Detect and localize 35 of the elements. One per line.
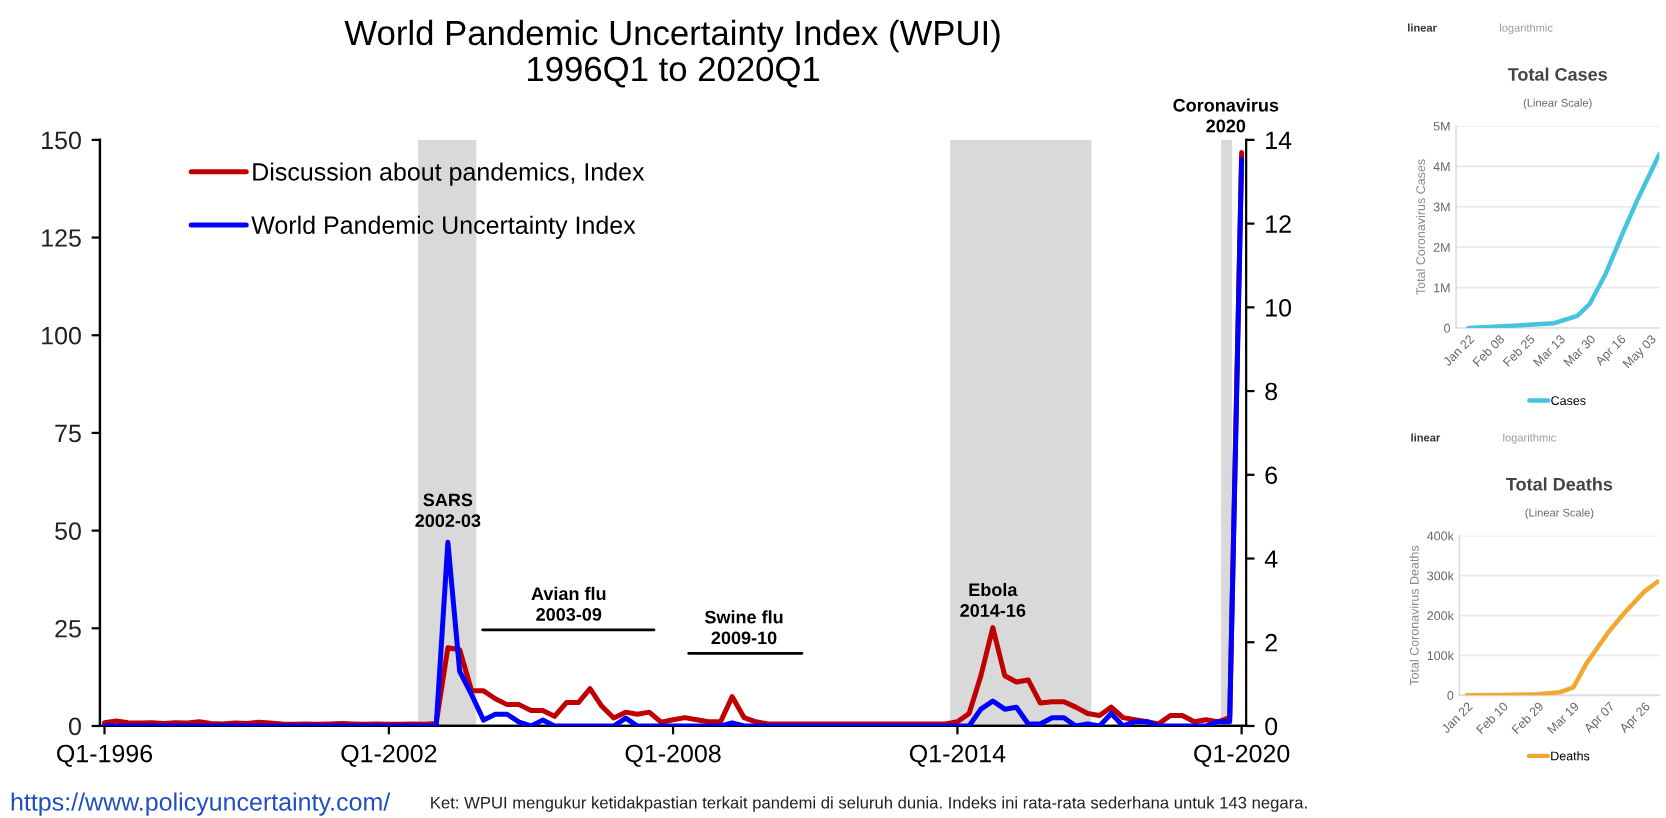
y-tick-label: 25 bbox=[55, 619, 81, 638]
legend-label: World Pandemic Uncertainty Index bbox=[251, 215, 636, 239]
annotation: SARS 2002-03 bbox=[415, 493, 481, 528]
y2-tick-label: 10 bbox=[1266, 298, 1292, 317]
y2-tick-label: 2 bbox=[1265, 633, 1277, 652]
legend-label: Discussion about pandemics, Index bbox=[253, 162, 645, 186]
chart-title: World Pandemic Uncertainty Index (WPUI) bbox=[344, 19, 1000, 53]
x-tick-label: Q1-2014 bbox=[909, 744, 1006, 767]
chart-subtitle: 1996Q1 to 2020Q1 bbox=[528, 56, 820, 88]
line-series bbox=[1464, 579, 1660, 696]
y2-tick-label: 8 bbox=[1265, 382, 1278, 401]
y-tick-label: 0 bbox=[68, 717, 81, 736]
y2-tick-label: 12 bbox=[1266, 215, 1291, 233]
text: https://www.policyuncertainty.com/ bbox=[11, 792, 391, 816]
text: Ket: WPUI mengukur ketidakpastian terkait pandemi di seluruh dunia. Indeks ini rata-rata sederhana untuk 143 negara. bbox=[431, 796, 1307, 812]
y2-tick-label: 4 bbox=[1264, 550, 1278, 568]
line-series bbox=[1466, 152, 1660, 329]
annotation: Coronavirus 2020 bbox=[1173, 98, 1279, 133]
annotation: Avian flu 2003-09 bbox=[531, 586, 606, 621]
annotation: Swine flu 2009-10 bbox=[704, 610, 783, 645]
y2-tick-label: 6 bbox=[1265, 466, 1278, 485]
y-tick-label: 50 bbox=[55, 522, 81, 540]
annotation: Ebola 2014-16 bbox=[960, 582, 1026, 617]
y-tick-label: 125 bbox=[42, 229, 81, 247]
y2-tick-label: 0 bbox=[1265, 717, 1278, 736]
chart-title: Total Cases bbox=[1507, 67, 1607, 81]
y2-tick-label: 14 bbox=[1266, 131, 1292, 149]
y-tick-label: 75 bbox=[55, 424, 81, 443]
y-tick-label: 100 bbox=[42, 326, 81, 345]
y-tick-label: 150 bbox=[42, 131, 81, 150]
chart-title: Total Deaths bbox=[1506, 477, 1613, 491]
x-tick-label: Q1-2020 bbox=[1194, 744, 1290, 767]
x-tick-label: Q1-2002 bbox=[341, 744, 437, 767]
x-tick-label: Q1-2008 bbox=[625, 744, 721, 767]
x-tick-label: Q1-1996 bbox=[57, 744, 153, 767]
